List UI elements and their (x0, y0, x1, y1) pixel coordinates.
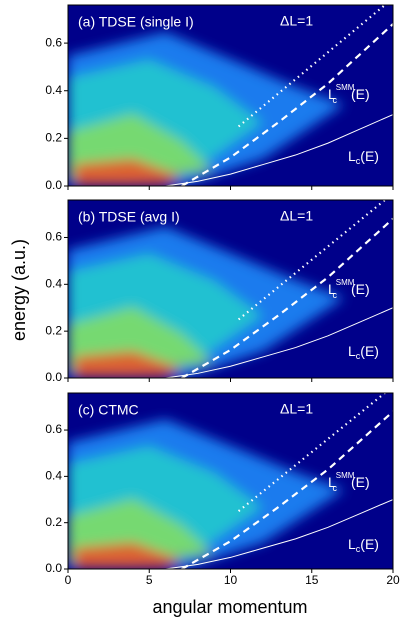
annotation: LSMM c (E) (328, 83, 370, 105)
y-tick-label: 0.2 (45, 131, 62, 145)
y-axis-label: energy (a.u.) (9, 239, 29, 341)
annotation: ΔL=1 (280, 401, 313, 417)
annotation-sup: SMM (336, 83, 355, 92)
curve (165, 307, 393, 378)
heat-region (74, 542, 182, 569)
annotation-part: L (328, 86, 336, 102)
plot-area (68, 393, 393, 569)
annotation-sub: c (356, 351, 361, 361)
panel-title: (c) CTMC (78, 402, 139, 418)
y-tick-label: 0.4 (45, 469, 62, 483)
curve (237, 200, 386, 321)
annotation-sup: SMM (336, 278, 355, 287)
annotation-part: L (348, 536, 356, 552)
x-axis-label: angular momentum (152, 597, 307, 617)
y-tick-label: 0.6 (45, 35, 62, 49)
plot-area (68, 5, 393, 186)
annotation-sub: c (356, 156, 361, 166)
annotation-part: (E) (351, 474, 370, 490)
y-tick-label: 0.2 (45, 515, 62, 529)
annotation: ΔL=1 (280, 13, 313, 29)
x-tick-label: 15 (305, 573, 319, 587)
panel-title: (a) TDSE (single I) (78, 14, 194, 30)
annotation-part: L (348, 343, 356, 359)
annotation: Lc(E) (348, 536, 379, 555)
annotation: Lc(E) (348, 343, 379, 362)
annotation-part: L (328, 474, 336, 490)
annotation-part: (E) (351, 281, 370, 297)
x-tick-label: 5 (146, 573, 153, 587)
curve (181, 23, 393, 186)
curve (165, 499, 393, 569)
y-tick-label: 0.0 (45, 370, 62, 384)
y-tick-label: 0.6 (45, 230, 62, 244)
heat-map (68, 226, 345, 378)
panel-title: (b) TDSE (avg I) (78, 209, 180, 225)
curve (237, 393, 386, 512)
annotation-sub: c (332, 483, 337, 493)
plot-area (68, 200, 393, 378)
x-tick-label: 20 (386, 573, 400, 587)
x-tick-label: 10 (224, 573, 238, 587)
y-tick-label: 0.4 (45, 276, 62, 290)
heat-region (74, 351, 182, 378)
annotation-part: (E) (351, 86, 370, 102)
curve (181, 217, 393, 378)
annotation-part: (E) (360, 343, 379, 359)
curve (165, 114, 393, 186)
annotation-part: L (328, 281, 336, 297)
heat-map (68, 419, 345, 569)
annotation-sub: c (332, 290, 337, 300)
annotation-sub: c (356, 544, 361, 554)
y-tick-label: 0.2 (45, 323, 62, 337)
annotation: LSMM c (E) (328, 471, 370, 493)
annotation: LSMM c (E) (328, 278, 370, 300)
annotation-part: L (348, 148, 356, 164)
y-tick-label: 0.4 (45, 83, 62, 97)
annotation-part: (E) (360, 536, 379, 552)
annotation-sup: SMM (336, 471, 355, 480)
annotation-sub: c (332, 95, 337, 105)
heat-map (68, 32, 345, 186)
y-tick-label: 0.6 (45, 422, 62, 436)
annotation: Lc(E) (348, 148, 379, 167)
y-tick-label: 0.0 (45, 178, 62, 192)
heat-region (74, 158, 182, 186)
curve (181, 410, 393, 569)
annotation: ΔL=1 (280, 208, 313, 224)
x-tick-label: 0 (65, 573, 72, 587)
y-tick-label: 0.0 (45, 561, 62, 575)
annotation-part: (E) (360, 148, 379, 164)
